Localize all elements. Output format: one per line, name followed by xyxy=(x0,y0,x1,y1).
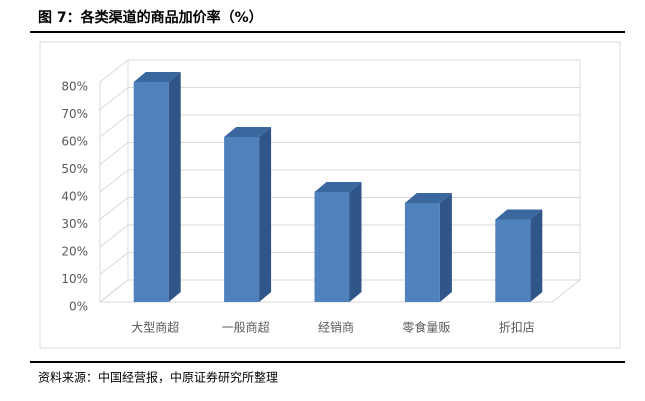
bar-top xyxy=(224,127,272,137)
y-tick-label: 40% xyxy=(61,190,88,204)
bar-top xyxy=(314,182,362,192)
grid-line xyxy=(99,59,580,83)
x-tick-label: 零食量贩 xyxy=(402,320,450,335)
bar xyxy=(224,137,260,302)
x-tick-label: 经销商 xyxy=(318,320,354,335)
y-tick-label: 30% xyxy=(61,217,88,231)
y-tick-label: 50% xyxy=(61,162,88,176)
bar-top xyxy=(495,209,543,220)
y-tick-label: 20% xyxy=(61,245,88,259)
bar xyxy=(495,219,531,302)
bar-side xyxy=(259,127,272,302)
bar-side xyxy=(349,182,362,302)
y-tick-label: 10% xyxy=(61,272,88,286)
bar-side xyxy=(439,193,452,302)
bar xyxy=(404,203,440,302)
bar-side xyxy=(168,72,181,302)
bar-side xyxy=(530,209,543,302)
y-tick-label: 70% xyxy=(61,107,88,121)
bar-top xyxy=(133,72,181,82)
y-tick-label: 0% xyxy=(69,300,88,314)
chart-frame xyxy=(39,41,621,349)
grid-line xyxy=(99,142,580,165)
x-tick-label: 一般商超 xyxy=(222,320,270,335)
grid-line xyxy=(99,169,580,193)
x-tick-label: 折扣店 xyxy=(499,320,535,335)
bar xyxy=(133,82,169,302)
bar-top xyxy=(404,193,452,203)
x-tick-label: 大型商超 xyxy=(131,320,179,335)
grid-line xyxy=(99,114,580,138)
y-tick-label: 60% xyxy=(61,135,88,149)
grid-line xyxy=(99,87,580,110)
y-tick-label: 80% xyxy=(61,80,88,94)
chart-title: 图 7：各类渠道的商品加价率（%） xyxy=(38,9,263,26)
bar xyxy=(314,192,350,302)
source: 资料来源：中国经营报，中原证券研究所整理 xyxy=(38,370,278,385)
